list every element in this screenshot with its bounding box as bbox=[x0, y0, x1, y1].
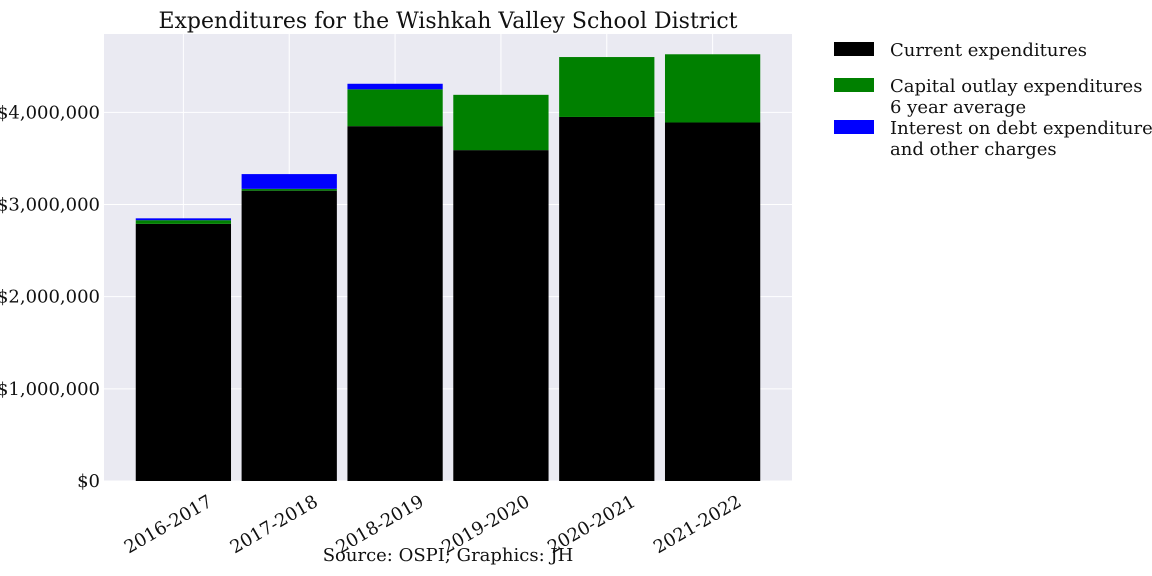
y-axis-ticks: $0 $1,000,000 $2,000,000 $3,000,000 $4,000,0… bbox=[0, 102, 100, 492]
x-tick-label: 2017-2018 bbox=[227, 491, 322, 558]
bar-segment-1-2016-2017 bbox=[135, 223, 232, 481]
y-tick-label: $4,000,000 bbox=[0, 102, 100, 123]
x-tick-label: 2021-2022 bbox=[650, 491, 745, 558]
legend-swatch bbox=[834, 120, 874, 134]
y-tick-label: $1,000,000 bbox=[0, 379, 100, 400]
y-tick-label: $3,000,000 bbox=[0, 195, 100, 216]
bar-segment-2-2021-2022 bbox=[664, 54, 761, 123]
legend-label: Capital outlay expenditures bbox=[890, 76, 1142, 97]
bar-segment-1-2021-2022 bbox=[664, 122, 761, 482]
y-tick-label: $0 bbox=[77, 471, 100, 492]
bars bbox=[135, 54, 761, 482]
bar-segment-1-2017-2018 bbox=[241, 190, 337, 481]
legend-swatch bbox=[834, 78, 874, 92]
bar-segment-2-2017-2018 bbox=[241, 188, 337, 191]
bar-segment-1-2020-2021 bbox=[559, 116, 655, 481]
source-caption: Source: OSPI; Graphics: JH bbox=[323, 545, 574, 566]
legend-label: and other charges bbox=[890, 139, 1057, 160]
bar-segment-2-2018-2019 bbox=[347, 89, 443, 127]
legend-label: 6 year average bbox=[890, 97, 1026, 118]
bar-segment-3-2016-2017 bbox=[135, 218, 232, 221]
legend-label: Current expenditures bbox=[890, 40, 1087, 61]
legend-label: Interest on debt expenditures bbox=[890, 118, 1152, 139]
bar-segment-2-2019-2020 bbox=[453, 94, 549, 151]
chart-title: Expenditures for the Wishkah Valley Scho… bbox=[158, 9, 737, 34]
bar-segment-1-2019-2020 bbox=[453, 150, 549, 481]
bar-segment-3-2018-2019 bbox=[347, 83, 443, 90]
x-tick-label: 2016-2017 bbox=[121, 491, 216, 558]
legend: Current expenditures Capital outlay expen… bbox=[834, 40, 1152, 160]
bar-segment-2-2020-2021 bbox=[559, 57, 655, 117]
y-tick-label: $2,000,000 bbox=[0, 287, 100, 308]
bar-segment-3-2017-2018 bbox=[241, 174, 337, 189]
bar-segment-2-2016-2017 bbox=[135, 220, 232, 224]
bar-segment-1-2018-2019 bbox=[347, 126, 443, 481]
legend-swatch bbox=[834, 42, 874, 56]
